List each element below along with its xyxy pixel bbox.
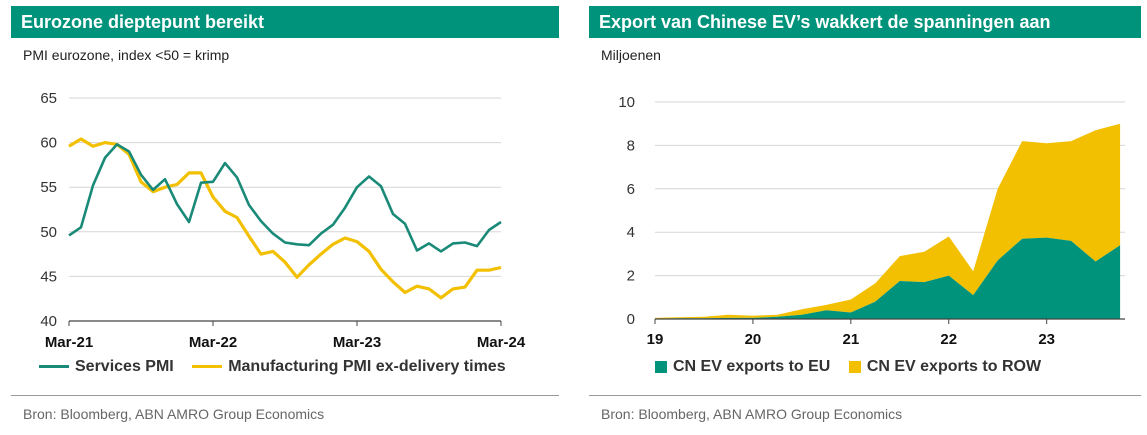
x-tick-label-2: Mar-23 — [333, 334, 381, 351]
y-tick-label-45: 45 — [40, 268, 57, 285]
y-tick-label-6: 6 — [627, 181, 635, 198]
y-tick-label-10: 10 — [618, 94, 635, 111]
left-chart-legend: Services PMI Manufacturing PMI ex-delive… — [39, 358, 520, 376]
right-chart-plot: 0 2 4 6 8 10 19 20 21 22 23 — [618, 94, 1125, 348]
right-chart-legend: CN EV exports to EU CN EV exports to ROW — [655, 358, 1055, 376]
y-tick-label-60: 60 — [40, 135, 57, 152]
manufacturing-pmi-line — [68, 137, 502, 300]
x-tick-label-0: 19 — [647, 331, 664, 348]
legend-swatch-cn-ev-row — [848, 360, 861, 373]
y-tick-label-8: 8 — [627, 137, 635, 154]
right-divider — [589, 395, 1141, 396]
x-tick-label-3: Mar-24 — [477, 334, 526, 351]
left-chart-source: Bron: Bloomberg, ABN AMRO Group Economic… — [23, 406, 325, 422]
y-tick-label-0: 0 — [627, 311, 635, 328]
legend-label-cn-ev-row: CN EV exports to ROW — [866, 358, 1042, 375]
y-tick-label-50: 50 — [40, 224, 57, 241]
x-tick-label-0: Mar-21 — [45, 334, 93, 351]
left-chart-plot: 40 45 50 55 60 65 Mar-21 Mar-22 Mar-23 Mar-24 — [40, 90, 526, 351]
y-tick-label-4: 4 — [627, 224, 635, 241]
x-tick-label-1: Mar-22 — [189, 334, 237, 351]
legend-item-manufacturing-pmi: Manufacturing PMI ex-delivery times — [192, 358, 506, 376]
left-chart-subtitle: PMI eurozone, index <50 = krimp — [23, 47, 230, 63]
legend-label-services-pmi: Services PMI — [75, 358, 174, 375]
left-divider — [11, 395, 559, 396]
legend-swatch-services-pmi — [39, 365, 69, 369]
legend-swatch-cn-ev-eu — [655, 360, 667, 373]
left-chart-title: Eurozone dieptepunt bereikt — [11, 6, 559, 38]
x-tick-label-4: 23 — [1038, 331, 1055, 348]
right-chart-panel: Export van Chinese EV’s wakkert de spann… — [589, 0, 1141, 435]
legend-item-cn-ev-eu: CN EV exports to EU — [655, 358, 830, 376]
y-tick-label-2: 2 — [627, 268, 635, 285]
y-tick-label-40: 40 — [40, 313, 57, 330]
right-chart-subtitle: Miljoenen — [601, 47, 661, 63]
legend-item-cn-ev-row: CN EV exports to ROW — [848, 358, 1042, 376]
right-chart-title: Export van Chinese EV’s wakkert de spann… — [589, 6, 1141, 38]
x-tick-label-3: 22 — [940, 331, 957, 348]
x-tick-label-1: 20 — [745, 331, 762, 348]
y-tick-label-65: 65 — [40, 90, 57, 107]
cn-ev-eu-area — [655, 237, 1121, 319]
y-tick-label-55: 55 — [40, 179, 57, 196]
cn-ev-row-area — [655, 123, 1121, 319]
right-chart-source: Bron: Bloomberg, ABN AMRO Group Economic… — [601, 406, 903, 422]
legend-swatch-manufacturing-pmi — [192, 365, 223, 369]
x-tick-label-2: 21 — [842, 331, 859, 348]
services-pmi-line — [68, 143, 502, 253]
legend-item-services-pmi: Services PMI — [39, 358, 174, 376]
left-chart-panel: Eurozone dieptepunt bereikt PMI eurozone… — [11, 0, 559, 435]
legend-label-manufacturing-pmi: Manufacturing PMI ex-delivery times — [228, 358, 506, 375]
legend-label-cn-ev-eu: CN EV exports to EU — [673, 358, 831, 375]
